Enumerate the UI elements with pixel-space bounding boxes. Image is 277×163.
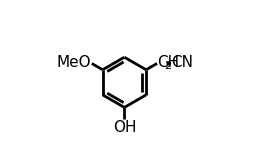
- Text: 2: 2: [164, 61, 171, 71]
- Text: OH: OH: [113, 120, 136, 135]
- Text: MeO: MeO: [57, 55, 91, 70]
- Text: CN: CN: [171, 55, 193, 70]
- Text: CH: CH: [157, 55, 179, 70]
